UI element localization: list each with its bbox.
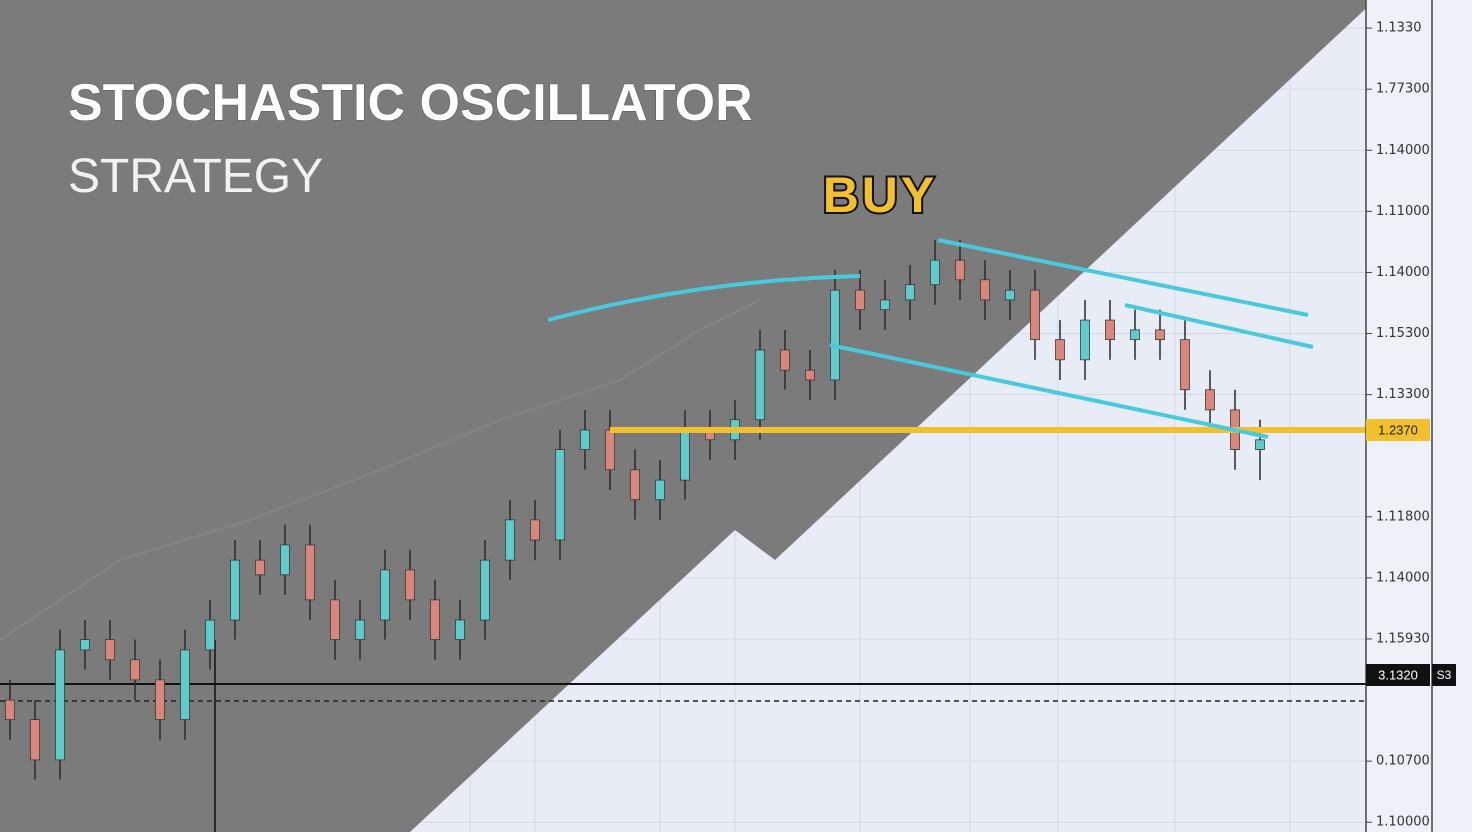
candle-body	[980, 279, 990, 301]
candle-body	[455, 619, 465, 640]
candle-body	[905, 284, 915, 301]
candle-body	[830, 289, 840, 381]
candle-body	[1030, 289, 1040, 341]
y-axis: 1.1330 1.77300 1.14000 1.11000 1.14000 1.1530…	[1366, 21, 1430, 830]
candle-body	[1005, 289, 1015, 301]
candle-body	[380, 569, 390, 621]
candle-body	[1105, 319, 1115, 341]
candle-body	[630, 469, 640, 501]
y-tick-label: 1.14000	[1376, 265, 1430, 280]
candle-body	[655, 479, 665, 501]
price-badge-label: 1.2370	[1378, 422, 1418, 437]
y-tick-label: 1.77300	[1376, 82, 1430, 97]
candle-body	[430, 599, 440, 640]
trend-line	[1124, 303, 1314, 349]
candle-body	[30, 719, 40, 761]
candle-body	[105, 639, 115, 661]
candle-body	[330, 599, 340, 640]
candle-body	[1205, 389, 1215, 411]
price-badge-label: S3	[1437, 668, 1452, 682]
candle-body	[1055, 339, 1065, 361]
candle-body	[1255, 439, 1265, 450]
y-tick-label: 1.14000	[1376, 143, 1430, 158]
trend-line	[937, 238, 1309, 317]
candle-body	[955, 259, 965, 281]
candle-body	[780, 349, 790, 371]
y-tick-label: 1.13300	[1376, 387, 1430, 402]
candle-body	[755, 349, 765, 421]
y-tick-label: 1.15300	[1376, 326, 1430, 341]
candle-body	[80, 639, 90, 651]
buy-label: BUY	[823, 167, 938, 223]
candle-body	[305, 544, 315, 601]
candle-body	[205, 619, 215, 651]
candle-body	[880, 299, 890, 311]
price-badge	[1432, 664, 1456, 686]
candle-body	[1130, 329, 1140, 341]
candle-body	[605, 429, 615, 471]
candle-body	[855, 289, 865, 311]
price-badge	[1366, 664, 1430, 686]
price-badge	[1366, 419, 1430, 441]
y-tick-label: 1.1330	[1376, 21, 1422, 36]
candle-body	[405, 569, 415, 601]
candle-body	[480, 559, 490, 621]
y-tick-label: 1.11800	[1376, 509, 1430, 524]
candle-body	[155, 679, 165, 721]
candle-body	[1080, 319, 1090, 361]
candle-body	[180, 649, 190, 721]
candle-body	[230, 559, 240, 621]
y-tick-label: 0.10700	[1376, 754, 1430, 769]
candle-body	[555, 449, 565, 541]
price-axis-panel	[1366, 0, 1472, 832]
title: STOCHASTIC OSCILLATOR	[68, 74, 753, 132]
candles	[5, 240, 1265, 780]
trend-line	[547, 274, 861, 322]
y-tick-label: 1.11000	[1376, 204, 1430, 219]
candle-body	[1180, 339, 1190, 391]
candle-body	[280, 544, 290, 576]
shadow-line	[0, 299, 761, 641]
candle-body	[530, 519, 540, 541]
candle-body	[255, 559, 265, 576]
candle-body	[55, 649, 65, 761]
subtitle: STRATEGY	[68, 150, 323, 203]
candle-body	[580, 429, 590, 450]
candle-body	[930, 259, 940, 286]
y-tick-label: 1.15930	[1376, 631, 1430, 646]
y-tick-label: 1.10000	[1376, 815, 1430, 830]
candle-body	[5, 699, 15, 721]
trend-line	[829, 343, 1269, 439]
candle-body	[505, 519, 515, 561]
candle-body	[1155, 329, 1165, 341]
candle-body	[680, 429, 690, 481]
y-tick-label: 1.14000	[1376, 570, 1430, 585]
candle-body	[130, 659, 140, 681]
candle-body	[355, 619, 365, 640]
candle-body	[805, 369, 815, 381]
price-badge-label: 3.1320	[1378, 667, 1418, 682]
shade-panel	[0, 0, 1375, 832]
